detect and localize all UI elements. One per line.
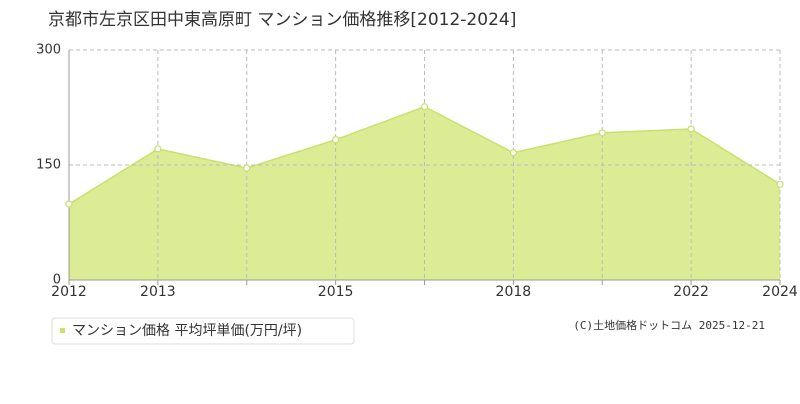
point: [154, 145, 162, 153]
x-tick-label: 2012: [51, 284, 87, 300]
point: [509, 149, 517, 157]
x-tick-label: 2022: [673, 284, 709, 300]
point: [420, 103, 429, 111]
point: [598, 129, 606, 137]
point: [243, 164, 251, 172]
legend-box: [51, 317, 355, 345]
point: [332, 136, 340, 144]
point: [776, 180, 784, 188]
point: [65, 200, 73, 208]
chart-title: 京都市左京区田中東高原町 マンション価格推移[2012-2024]: [48, 10, 516, 30]
legend-swatch: [60, 328, 65, 333]
x-tick-label: 2015: [318, 284, 354, 300]
y-tick-label: 150: [36, 158, 61, 173]
source: (C)土地価格ドットコム 2025-12-21: [573, 318, 765, 332]
x-tick-label: 2018: [496, 284, 532, 300]
legend-label: マンション価格 平均坪単価(万円/坪): [72, 323, 302, 339]
y-tick-label: 0: [53, 273, 61, 288]
x-tick-label: 2013: [140, 284, 176, 300]
y-tick-label: 300: [36, 43, 61, 58]
x-tick-label: 2024: [762, 284, 798, 300]
point: [687, 125, 695, 133]
